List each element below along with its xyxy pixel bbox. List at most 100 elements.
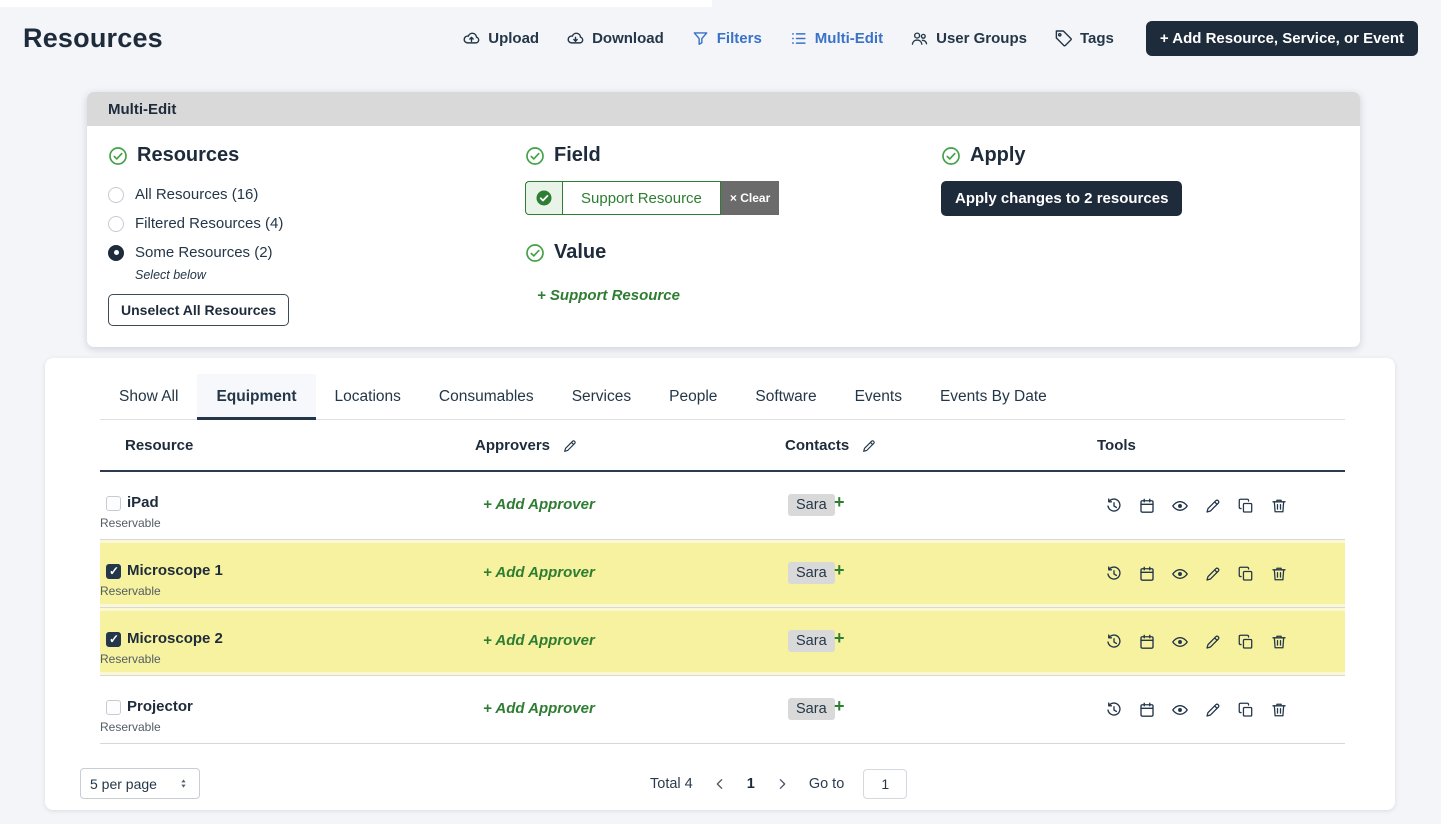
delete-button[interactable]	[1270, 565, 1288, 583]
field-heading-label: Field	[554, 144, 601, 166]
current-page-number[interactable]: 1	[746, 775, 755, 792]
field-section-heading: Field	[525, 144, 779, 167]
tab-show-all[interactable]: Show All	[119, 388, 179, 405]
copy-icon	[1237, 565, 1255, 583]
previous-page-button[interactable]	[712, 776, 728, 792]
filter-icon	[691, 29, 710, 48]
resources-section-heading: Resources	[108, 144, 289, 167]
radio-some-resources[interactable]: Some Resources (2)	[108, 238, 289, 267]
multi-edit-button[interactable]: Multi-Edit	[789, 29, 883, 48]
tab-services[interactable]: Services	[571, 388, 632, 405]
user-groups-button[interactable]: User Groups	[910, 29, 1027, 48]
delete-button[interactable]	[1270, 497, 1288, 515]
row-checkbox[interactable]	[106, 700, 121, 715]
history-button[interactable]	[1105, 633, 1123, 651]
pencil-icon	[1204, 497, 1222, 515]
add-contact-link[interactable]: +	[834, 696, 845, 716]
row-checkbox[interactable]	[106, 496, 121, 511]
resource-name[interactable]: iPad	[127, 494, 159, 511]
check-circle-icon	[941, 146, 961, 166]
filters-button[interactable]: Filters	[691, 29, 762, 48]
upload-button[interactable]: Upload	[462, 29, 539, 48]
column-header-contacts: Contacts	[785, 437, 877, 454]
view-button[interactable]	[1171, 701, 1189, 719]
calendar-button[interactable]	[1138, 497, 1156, 515]
pencil-icon	[562, 438, 578, 454]
edit-button[interactable]	[1204, 701, 1222, 719]
view-button[interactable]	[1171, 633, 1189, 651]
delete-button[interactable]	[1270, 633, 1288, 651]
calendar-button[interactable]	[1138, 633, 1156, 651]
edit-button[interactable]	[1204, 633, 1222, 651]
tab-events[interactable]: Events	[854, 388, 902, 405]
field-selected-value[interactable]: Support Resource	[562, 181, 721, 215]
edit-button[interactable]	[1204, 565, 1222, 583]
page-title: Resources	[23, 22, 163, 53]
add-support-resource-link[interactable]: + Support Resource	[537, 287, 680, 304]
list-icon	[789, 29, 808, 48]
contact-badge[interactable]: Sara	[788, 630, 835, 652]
tab-people[interactable]: People	[669, 388, 718, 405]
duplicate-button[interactable]	[1237, 497, 1255, 515]
tab-events-by-date[interactable]: Events By Date	[939, 388, 1047, 405]
download-button[interactable]: Download	[566, 29, 664, 48]
add-contact-link[interactable]: +	[834, 492, 845, 512]
calendar-button[interactable]	[1138, 701, 1156, 719]
unselect-all-button[interactable]: Unselect All Resources	[108, 294, 290, 326]
duplicate-button[interactable]	[1237, 565, 1255, 583]
history-icon	[1105, 497, 1123, 515]
column-header-approvers: Approvers	[475, 437, 578, 454]
history-button[interactable]	[1105, 701, 1123, 719]
per-page-select[interactable]: 5 per page	[80, 768, 200, 799]
add-approver-link[interactable]: + Add Approver	[483, 632, 595, 649]
view-button[interactable]	[1171, 565, 1189, 583]
radio-all-resources[interactable]: All Resources (16)	[108, 180, 289, 209]
edit-contacts-button[interactable]	[861, 438, 877, 454]
tag-icon	[1054, 29, 1073, 48]
view-button[interactable]	[1171, 497, 1189, 515]
download-label: Download	[592, 29, 664, 47]
contact-badge[interactable]: Sara	[788, 494, 835, 516]
check-circle-icon	[525, 243, 545, 263]
delete-button[interactable]	[1270, 701, 1288, 719]
tab-software[interactable]: Software	[755, 388, 817, 405]
tab-locations[interactable]: Locations	[334, 388, 401, 405]
radio-all-resources-label: All Resources (16)	[135, 186, 259, 203]
users-icon	[910, 29, 929, 48]
radio-filtered-resources[interactable]: Filtered Resources (4)	[108, 209, 289, 238]
add-approver-link[interactable]: + Add Approver	[483, 700, 595, 717]
next-page-button[interactable]	[774, 776, 790, 792]
edit-button[interactable]	[1204, 497, 1222, 515]
add-contact-link[interactable]: +	[834, 560, 845, 580]
add-contact-link[interactable]: +	[834, 628, 845, 648]
duplicate-button[interactable]	[1237, 701, 1255, 719]
calendar-button[interactable]	[1138, 565, 1156, 583]
table-row: Microscope 2 Reservable + Add Approver S…	[100, 608, 1345, 676]
history-icon	[1105, 633, 1123, 651]
apply-changes-button[interactable]: Apply changes to 2 resources	[941, 181, 1183, 216]
row-checkbox[interactable]	[106, 564, 121, 579]
resource-name[interactable]: Microscope 1	[127, 562, 223, 579]
eye-icon	[1171, 701, 1189, 719]
add-resource-button[interactable]: + Add Resource, Service, or Event	[1145, 20, 1418, 56]
edit-approvers-button[interactable]	[562, 438, 578, 454]
resource-name[interactable]: Microscope 2	[127, 630, 223, 647]
duplicate-button[interactable]	[1237, 633, 1255, 651]
contact-badge[interactable]: Sara	[788, 562, 835, 584]
contact-badge[interactable]: Sara	[788, 698, 835, 720]
tab-consumables[interactable]: Consumables	[438, 388, 534, 405]
calendar-icon	[1138, 701, 1156, 719]
row-checkbox[interactable]	[106, 632, 121, 647]
history-button[interactable]	[1105, 565, 1123, 583]
tags-button[interactable]: Tags	[1054, 29, 1114, 48]
history-button[interactable]	[1105, 497, 1123, 515]
resource-name[interactable]: Projector	[127, 698, 193, 715]
clear-field-button[interactable]: × Clear	[720, 181, 780, 215]
tab-equipment[interactable]: Equipment	[197, 374, 316, 420]
radio-icon	[108, 186, 124, 203]
add-approver-link[interactable]: + Add Approver	[483, 496, 595, 513]
column-header-tools: Tools	[1097, 437, 1136, 454]
add-approver-link[interactable]: + Add Approver	[483, 564, 595, 581]
goto-page-input[interactable]	[863, 768, 908, 799]
apply-section-heading: Apply	[941, 144, 1182, 167]
